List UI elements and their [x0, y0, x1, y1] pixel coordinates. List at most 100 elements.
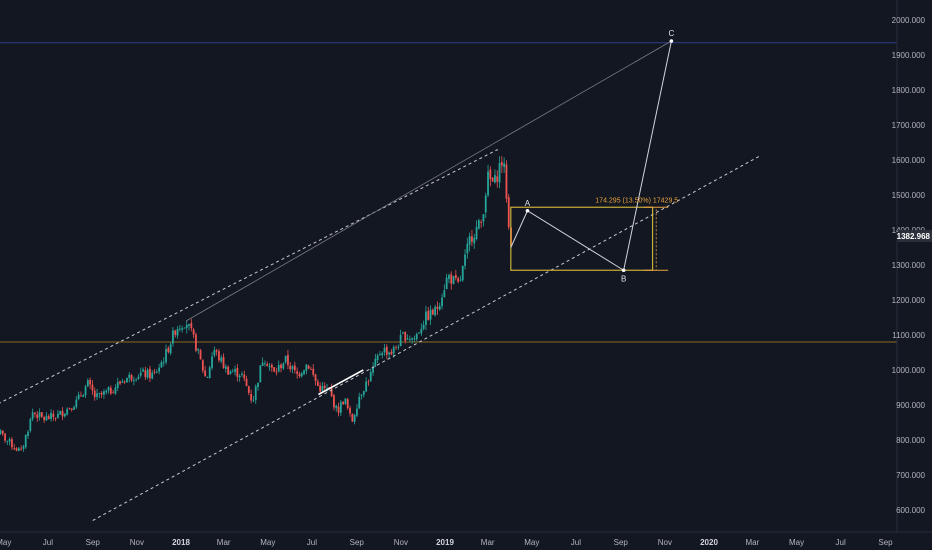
candle-body [192, 329, 195, 335]
candle-body [452, 276, 455, 284]
x-tick-label: Jul [571, 538, 581, 547]
x-tick-label: Nov [394, 538, 408, 547]
candle-body [243, 374, 246, 379]
candle-body [63, 413, 66, 417]
candle-body [383, 347, 386, 353]
candle-body [395, 346, 397, 348]
candle-body [43, 417, 46, 421]
candle-body [218, 351, 220, 361]
candle-body [404, 331, 407, 341]
candle-body [374, 358, 377, 367]
candle-body [0, 430, 2, 434]
candle-body [96, 393, 98, 398]
candle-body [84, 386, 87, 396]
candle-body [139, 372, 142, 376]
candle-body [236, 368, 239, 377]
candle-body [20, 448, 23, 450]
candle-body [293, 365, 296, 371]
pattern-label-a: A [525, 199, 531, 208]
candle-body [326, 388, 328, 389]
y-tick-label: 900.000 [896, 401, 925, 410]
x-tick-label: May [0, 538, 11, 547]
candle-body [310, 369, 312, 370]
y-tick-label: 1800.000 [892, 86, 926, 95]
candle-body [252, 400, 255, 402]
candle-body [434, 306, 437, 316]
candle-body [231, 371, 234, 373]
candle-body [367, 381, 370, 383]
trendline-2[interactable] [185, 40, 672, 322]
x-axis[interactable]: May Jul Sep Nov 2018 Mar May Jul Sep Nov 2019 Mar Ma… [0, 538, 893, 547]
candle-body [77, 394, 80, 400]
pattern-point-a[interactable] [525, 208, 530, 213]
candle-body [199, 350, 202, 360]
candle-body [119, 381, 121, 384]
candle-body [443, 290, 446, 298]
candle-body [208, 367, 211, 379]
candle-body [307, 365, 310, 369]
candle-body [162, 362, 165, 363]
candle-body [142, 369, 144, 372]
y-tick-label: 1000.000 [892, 366, 926, 375]
candle-body [190, 323, 193, 329]
y-tick-label: 2000.000 [892, 16, 926, 25]
candle-body [358, 396, 361, 409]
candle-body [459, 279, 462, 281]
candle-body [29, 419, 32, 431]
candle-body [167, 348, 170, 353]
candle-body [498, 163, 501, 183]
trendline-1[interactable] [92, 156, 760, 521]
candle-body [461, 265, 464, 281]
candle-body [89, 379, 92, 385]
candle-body [362, 391, 365, 395]
candle-body [268, 365, 271, 368]
y-axis[interactable]: 600.000 700.000 800.000 900.000 1000.000 1100… [892, 16, 926, 515]
pattern-point-b[interactable] [621, 268, 626, 273]
candle-body [224, 366, 227, 369]
candle-body [257, 382, 259, 388]
abc-pattern-line[interactable] [510, 40, 672, 272]
candle-body [415, 333, 418, 340]
horizontal-lines-layer [0, 42, 897, 343]
candle-body [70, 408, 73, 410]
candle-body [344, 398, 347, 404]
candle-body [183, 327, 186, 329]
trendline-0[interactable] [0, 149, 499, 413]
range-box[interactable] [510, 206, 654, 271]
y-tick-label: 1700.000 [892, 121, 926, 130]
candle-body [264, 363, 266, 365]
candle-body [484, 195, 487, 213]
candle-body [284, 355, 287, 363]
x-tick-label: May [524, 538, 539, 547]
candle-body [399, 334, 402, 347]
candle-body [80, 395, 82, 397]
candle-body [356, 408, 358, 416]
candle-body [8, 439, 11, 442]
candle-body [149, 368, 151, 379]
trendlines-layer [0, 40, 760, 521]
candle-body [185, 324, 188, 329]
pattern-point-c[interactable] [669, 39, 674, 43]
candle-body [342, 401, 345, 405]
candle-body [482, 214, 485, 222]
candle-body [204, 370, 207, 377]
candle-body [215, 350, 218, 352]
candle-body [296, 371, 299, 374]
candle-body [213, 350, 216, 356]
candle-body [128, 374, 131, 378]
trendline-3[interactable] [318, 369, 364, 396]
candle-body [438, 306, 441, 310]
candle-body [103, 391, 105, 395]
candle-body [109, 387, 112, 394]
candle-body [289, 365, 292, 370]
candle-body [178, 328, 181, 330]
candle-body [494, 175, 496, 183]
candle-body [227, 366, 230, 375]
candle-body [413, 338, 416, 340]
candle-body [454, 275, 457, 278]
candle-body [38, 412, 41, 418]
candle-body [369, 372, 372, 382]
candle-body [436, 306, 439, 310]
candles-layer [0, 156, 512, 452]
